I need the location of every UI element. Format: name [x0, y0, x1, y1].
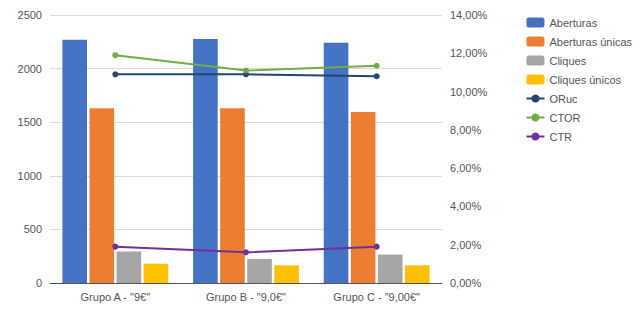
svg-text:2500: 2500	[18, 9, 42, 21]
svg-text:12,00%: 12,00%	[450, 47, 488, 59]
svg-text:Cliques: Cliques	[549, 55, 586, 67]
svg-text:ORuc: ORuc	[549, 93, 578, 105]
svg-text:Aberturas: Aberturas	[549, 17, 597, 29]
svg-text:0,00%: 0,00%	[450, 277, 481, 289]
svg-text:14,00%: 14,00%	[450, 9, 488, 21]
svg-text:10,00%: 10,00%	[450, 86, 488, 98]
svg-text:Aberturas únicas: Aberturas únicas	[549, 36, 632, 48]
svg-text:Cliques únicos: Cliques únicos	[549, 74, 621, 86]
svg-text:CTR: CTR	[549, 131, 572, 143]
svg-text:8,00%: 8,00%	[450, 124, 481, 136]
svg-text:2000: 2000	[18, 63, 42, 75]
svg-text:Grupo A - "9€": Grupo A - "9€"	[81, 291, 151, 303]
svg-text:1500: 1500	[18, 116, 42, 128]
svg-text:500: 500	[24, 223, 42, 235]
svg-text:1000: 1000	[18, 170, 42, 182]
svg-text:0: 0	[36, 277, 42, 289]
svg-text:Grupo C - "9,00€": Grupo C - "9,00€"	[333, 291, 420, 303]
svg-text:2,00%: 2,00%	[450, 239, 481, 251]
svg-text:6,00%: 6,00%	[450, 162, 481, 174]
svg-text:Grupo B - "9,0€": Grupo B - "9,0€"	[206, 291, 286, 303]
svg-text:CTOR: CTOR	[549, 112, 580, 124]
svg-text:4,00%: 4,00%	[450, 200, 481, 212]
